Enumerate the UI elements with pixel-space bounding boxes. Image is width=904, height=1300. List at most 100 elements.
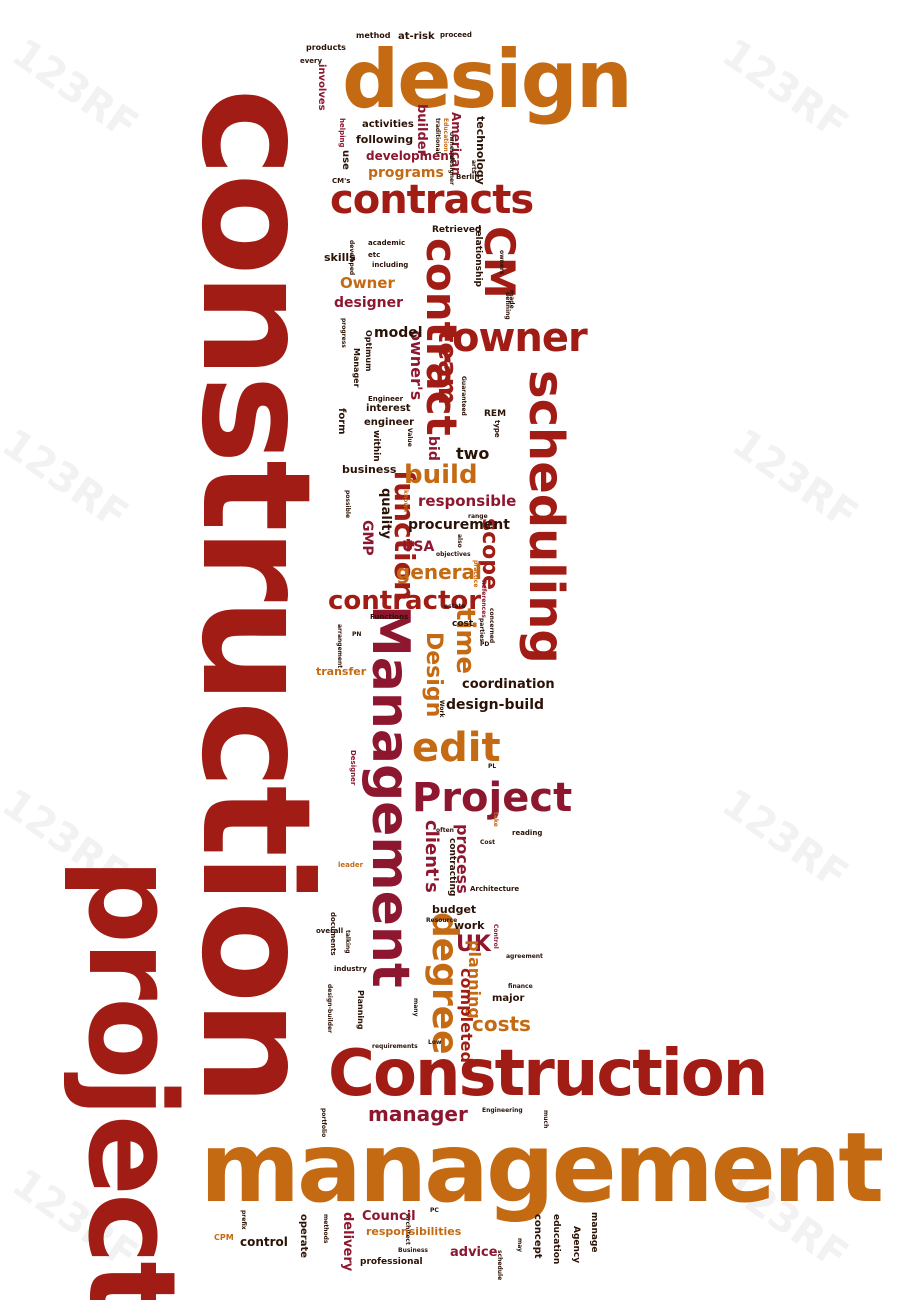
word-proceed: proceed: [440, 31, 472, 39]
word-involves: involves: [316, 64, 327, 111]
word-documents: documents: [329, 912, 337, 956]
word-pd: PD: [480, 641, 490, 648]
word-reading: reading: [512, 829, 543, 837]
word-construction: construction: [168, 88, 342, 1103]
word-project-cap: Project: [412, 775, 573, 821]
word-defining: defining: [504, 292, 511, 320]
word-known: known: [402, 490, 409, 513]
word-delivery: delivery: [340, 1212, 355, 1272]
word-including: including: [372, 261, 409, 269]
word-budget: budget: [432, 903, 477, 916]
word-progress: progress: [340, 318, 347, 348]
word-leader: leader: [338, 861, 364, 869]
word-development: development: [366, 149, 455, 163]
watermark: 123RF: [723, 420, 867, 539]
watermark: 123RF: [713, 780, 857, 899]
word-optimum: Optimum: [364, 330, 373, 372]
word-design: design: [342, 33, 633, 126]
word-architecture: Architecture: [470, 885, 520, 893]
word-pl: PL: [488, 763, 497, 770]
word-low: Low: [428, 1039, 442, 1046]
word-owner-designer: owner-designer: [448, 132, 455, 186]
word-planning-cap: Planning: [356, 990, 365, 1030]
word-designer: designer: [334, 295, 404, 311]
word-requirements: requirements: [372, 1043, 418, 1050]
word-professional: professional: [360, 1257, 423, 1267]
word-model: model: [374, 325, 423, 341]
word-take: take: [492, 812, 499, 827]
word-estate: estate: [444, 603, 466, 610]
word-prefix: prefix: [240, 1210, 247, 1230]
word-contracts: contracts: [330, 177, 534, 223]
word-parties: parties: [478, 618, 485, 642]
word-method: method: [356, 31, 391, 40]
word-arts: arts: [470, 160, 477, 174]
word-design-builder: design-builder: [326, 984, 333, 1034]
word-methods: methods: [322, 1214, 329, 1244]
word-possible: possible: [344, 490, 351, 519]
word-references: References: [480, 580, 487, 618]
word-usa: USA: [402, 539, 435, 555]
word-uk: UK: [456, 932, 491, 957]
word-often: often: [436, 827, 454, 834]
word-at-risk: at-risk: [398, 31, 435, 42]
word-schedule: schedule: [496, 1250, 503, 1281]
word-products: products: [306, 43, 346, 52]
word-berlin: Berlin: [456, 173, 480, 181]
word-owner: owner: [452, 315, 588, 361]
word-bid: bid: [425, 436, 441, 461]
word-interest: interest: [366, 403, 411, 414]
word-form: form: [336, 408, 347, 435]
word-every: every: [300, 57, 323, 65]
word-functions: Functions: [370, 613, 409, 621]
word-transfer: transfer: [316, 665, 367, 678]
word-builder: builder: [414, 104, 429, 157]
word-edit: edit: [412, 725, 501, 771]
word-manage: manage: [589, 1212, 599, 1253]
word-engineer: engineer: [364, 417, 415, 428]
word-objectives: objectives: [436, 551, 471, 558]
word-range: range: [468, 513, 488, 520]
word-activities: activities: [362, 119, 414, 130]
word-costs: costs: [472, 1012, 531, 1036]
word-cpm: CPM: [214, 1233, 234, 1242]
word-team: team: [432, 330, 462, 405]
word-responsibilities: responsibilities: [366, 1225, 462, 1238]
word-traditional: traditional: [434, 118, 441, 154]
word-pn: PN: [352, 631, 362, 638]
word-much: much: [542, 1110, 549, 1129]
word-build: build: [404, 460, 478, 490]
word-industry: industry: [334, 965, 367, 973]
word-major: major: [492, 993, 525, 1004]
word-concept: concept: [532, 1214, 543, 1259]
word-guaranteed: Guaranteed: [460, 376, 467, 416]
word-advice: advice: [450, 1245, 498, 1260]
word-academic: academic: [368, 239, 406, 247]
word-use: use: [340, 150, 351, 170]
watermark: 123RF: [0, 420, 137, 539]
word-contractor: contractor: [328, 586, 482, 616]
word-developed: developed: [348, 240, 355, 276]
word-concerned: concerned: [488, 608, 495, 644]
word-retrieved: Retrieved: [432, 225, 482, 235]
word-business: business: [342, 463, 397, 476]
word-skills: skills: [324, 251, 356, 264]
word-relationship: relationship: [473, 226, 483, 287]
word-cms: CM's: [332, 177, 351, 185]
word-agreement: agreement: [506, 953, 543, 960]
word-pc: PC: [430, 1207, 439, 1214]
word-owner-cap: Owner: [340, 274, 395, 292]
word-portfolio: portfolio: [320, 1108, 327, 1138]
word-council: Council: [362, 1209, 416, 1224]
word-overall: overall: [316, 927, 344, 935]
word-engineer-cap: Engineer: [368, 395, 404, 403]
word-contracting: contracting: [447, 838, 457, 897]
word-type: type: [493, 420, 501, 438]
word-resource: Resource: [426, 917, 458, 924]
word-programs: programs: [368, 165, 444, 181]
word-following: following: [356, 133, 414, 146]
word-cost-cap: Cost: [480, 839, 495, 846]
word-also: also: [456, 534, 463, 548]
word-rem: REM: [484, 409, 507, 419]
